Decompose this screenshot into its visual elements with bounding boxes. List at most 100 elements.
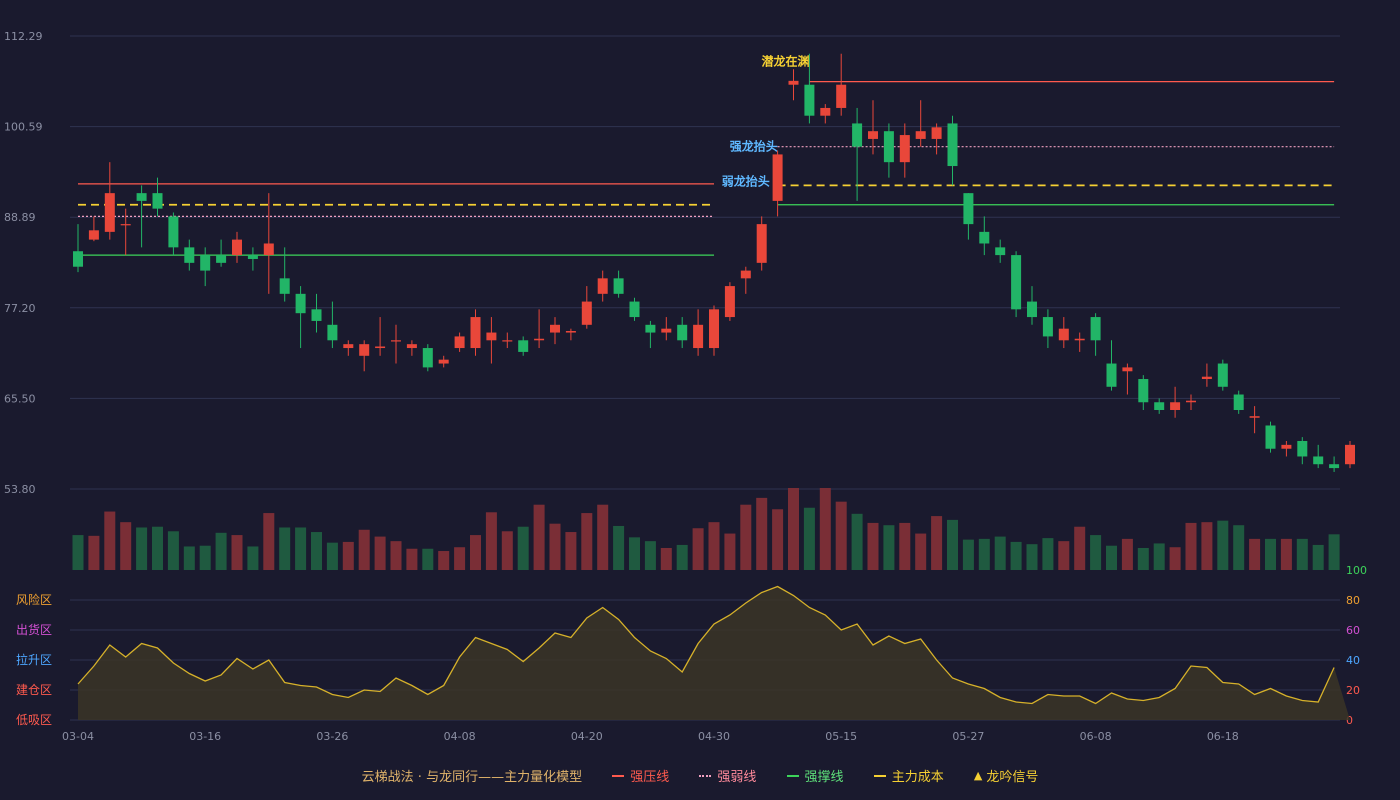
zone-label: 风险区 [16,592,52,607]
candle-body [931,127,942,139]
candle-body [820,107,831,116]
volume-bar [422,548,434,570]
date-tick-label: 05-27 [952,730,984,743]
volume-bar [1296,538,1308,570]
candle-body [470,317,481,349]
osc-tick-label: 100 [1346,564,1367,577]
volume-bar [915,533,927,570]
candle [279,247,290,302]
candle [1138,375,1149,411]
volume-bar [883,525,895,570]
volume-bar [1090,535,1102,570]
legend-item-strength-line[interactable]: 强弱线 [699,766,756,785]
candle-body [1186,400,1196,403]
candle-body [899,135,910,163]
price-tick-label: 100.59 [4,121,43,134]
candle-body [979,231,990,244]
candle-body [1011,255,1022,310]
price-tick-label: 53.80 [4,483,36,496]
candle-body [534,338,545,341]
osc-tick-label: 40 [1346,654,1360,667]
candle [979,216,990,256]
volume-bar [1280,538,1292,570]
candle-body [836,84,847,108]
volume-bar [470,535,481,570]
candle-body [88,230,99,240]
volume-bar [549,523,561,570]
volume-bar [501,531,513,570]
legend-item-signal[interactable]: ▲ 龙吟信号 [973,769,1039,785]
candle-body [645,324,656,333]
date-tick-label: 03-04 [62,730,94,743]
volume-bar [136,527,148,570]
candle [1249,406,1260,434]
candle-body [295,293,306,314]
date-tick-label: 03-16 [189,730,221,743]
volume-bar [247,546,259,570]
candle [709,305,719,356]
volume-bar [1312,544,1324,570]
volume-bar [1217,520,1229,570]
legend-item-strong-support[interactable]: 强撑线 [786,766,844,785]
candle [152,177,163,217]
candle-body [788,80,799,85]
candle-body [422,348,433,368]
volume-bar [72,535,84,570]
candle-body [247,255,258,259]
volume-bar [931,516,943,570]
candle [184,239,195,271]
volume-bar [1121,538,1133,570]
legend-swatch [699,774,712,777]
candle [200,247,211,287]
volume-bar [1153,543,1165,570]
volume-bar [629,537,640,570]
candle [295,286,306,349]
price-tick-label: 112.29 [4,30,43,43]
candle-body [597,278,608,294]
volume-bar [1042,538,1054,570]
candle-body [438,359,449,364]
candle [645,320,656,349]
volume-bar [1249,538,1261,570]
volume-bar [740,504,752,570]
candle-body [1201,376,1212,380]
volume-bar [1169,547,1181,570]
volume-bar [104,511,116,570]
candle [772,150,783,217]
candle-body [168,216,179,248]
signal-label: 强龙抬头 [730,139,778,154]
candle-body [724,286,735,318]
candle [1027,286,1037,325]
volume-bar [1137,547,1149,570]
volume-bar [1106,545,1117,570]
candle-body [756,224,767,263]
candle [534,309,545,349]
candle [883,123,894,178]
candle-body [406,344,417,349]
candle [168,212,179,256]
volume-bar [454,547,466,570]
candle [438,355,449,368]
candle [597,270,608,302]
volume-bar [1328,534,1340,570]
candle [247,247,258,271]
legend-item-strong-resistance[interactable]: 强压线 [612,766,669,785]
price-tick-label: 65.50 [4,392,36,405]
volume-bar [565,532,577,570]
candle [1281,440,1292,457]
volume-bar [1185,522,1197,570]
volume-bar [788,488,799,570]
signal-label: 潜龙在渊 [762,53,810,68]
volume-bar [263,513,275,570]
candle [136,185,147,248]
volume-bar [962,539,974,570]
volume-bar [772,509,784,570]
candle-body [1233,394,1244,411]
candle [1090,313,1101,356]
zone-label: 低吸区 [16,713,52,727]
date-tick-label: 06-18 [1207,730,1239,743]
candle-body [963,193,974,225]
candle-body [995,247,1006,256]
legend-item-main-cost[interactable]: 主力成本 [873,766,944,785]
